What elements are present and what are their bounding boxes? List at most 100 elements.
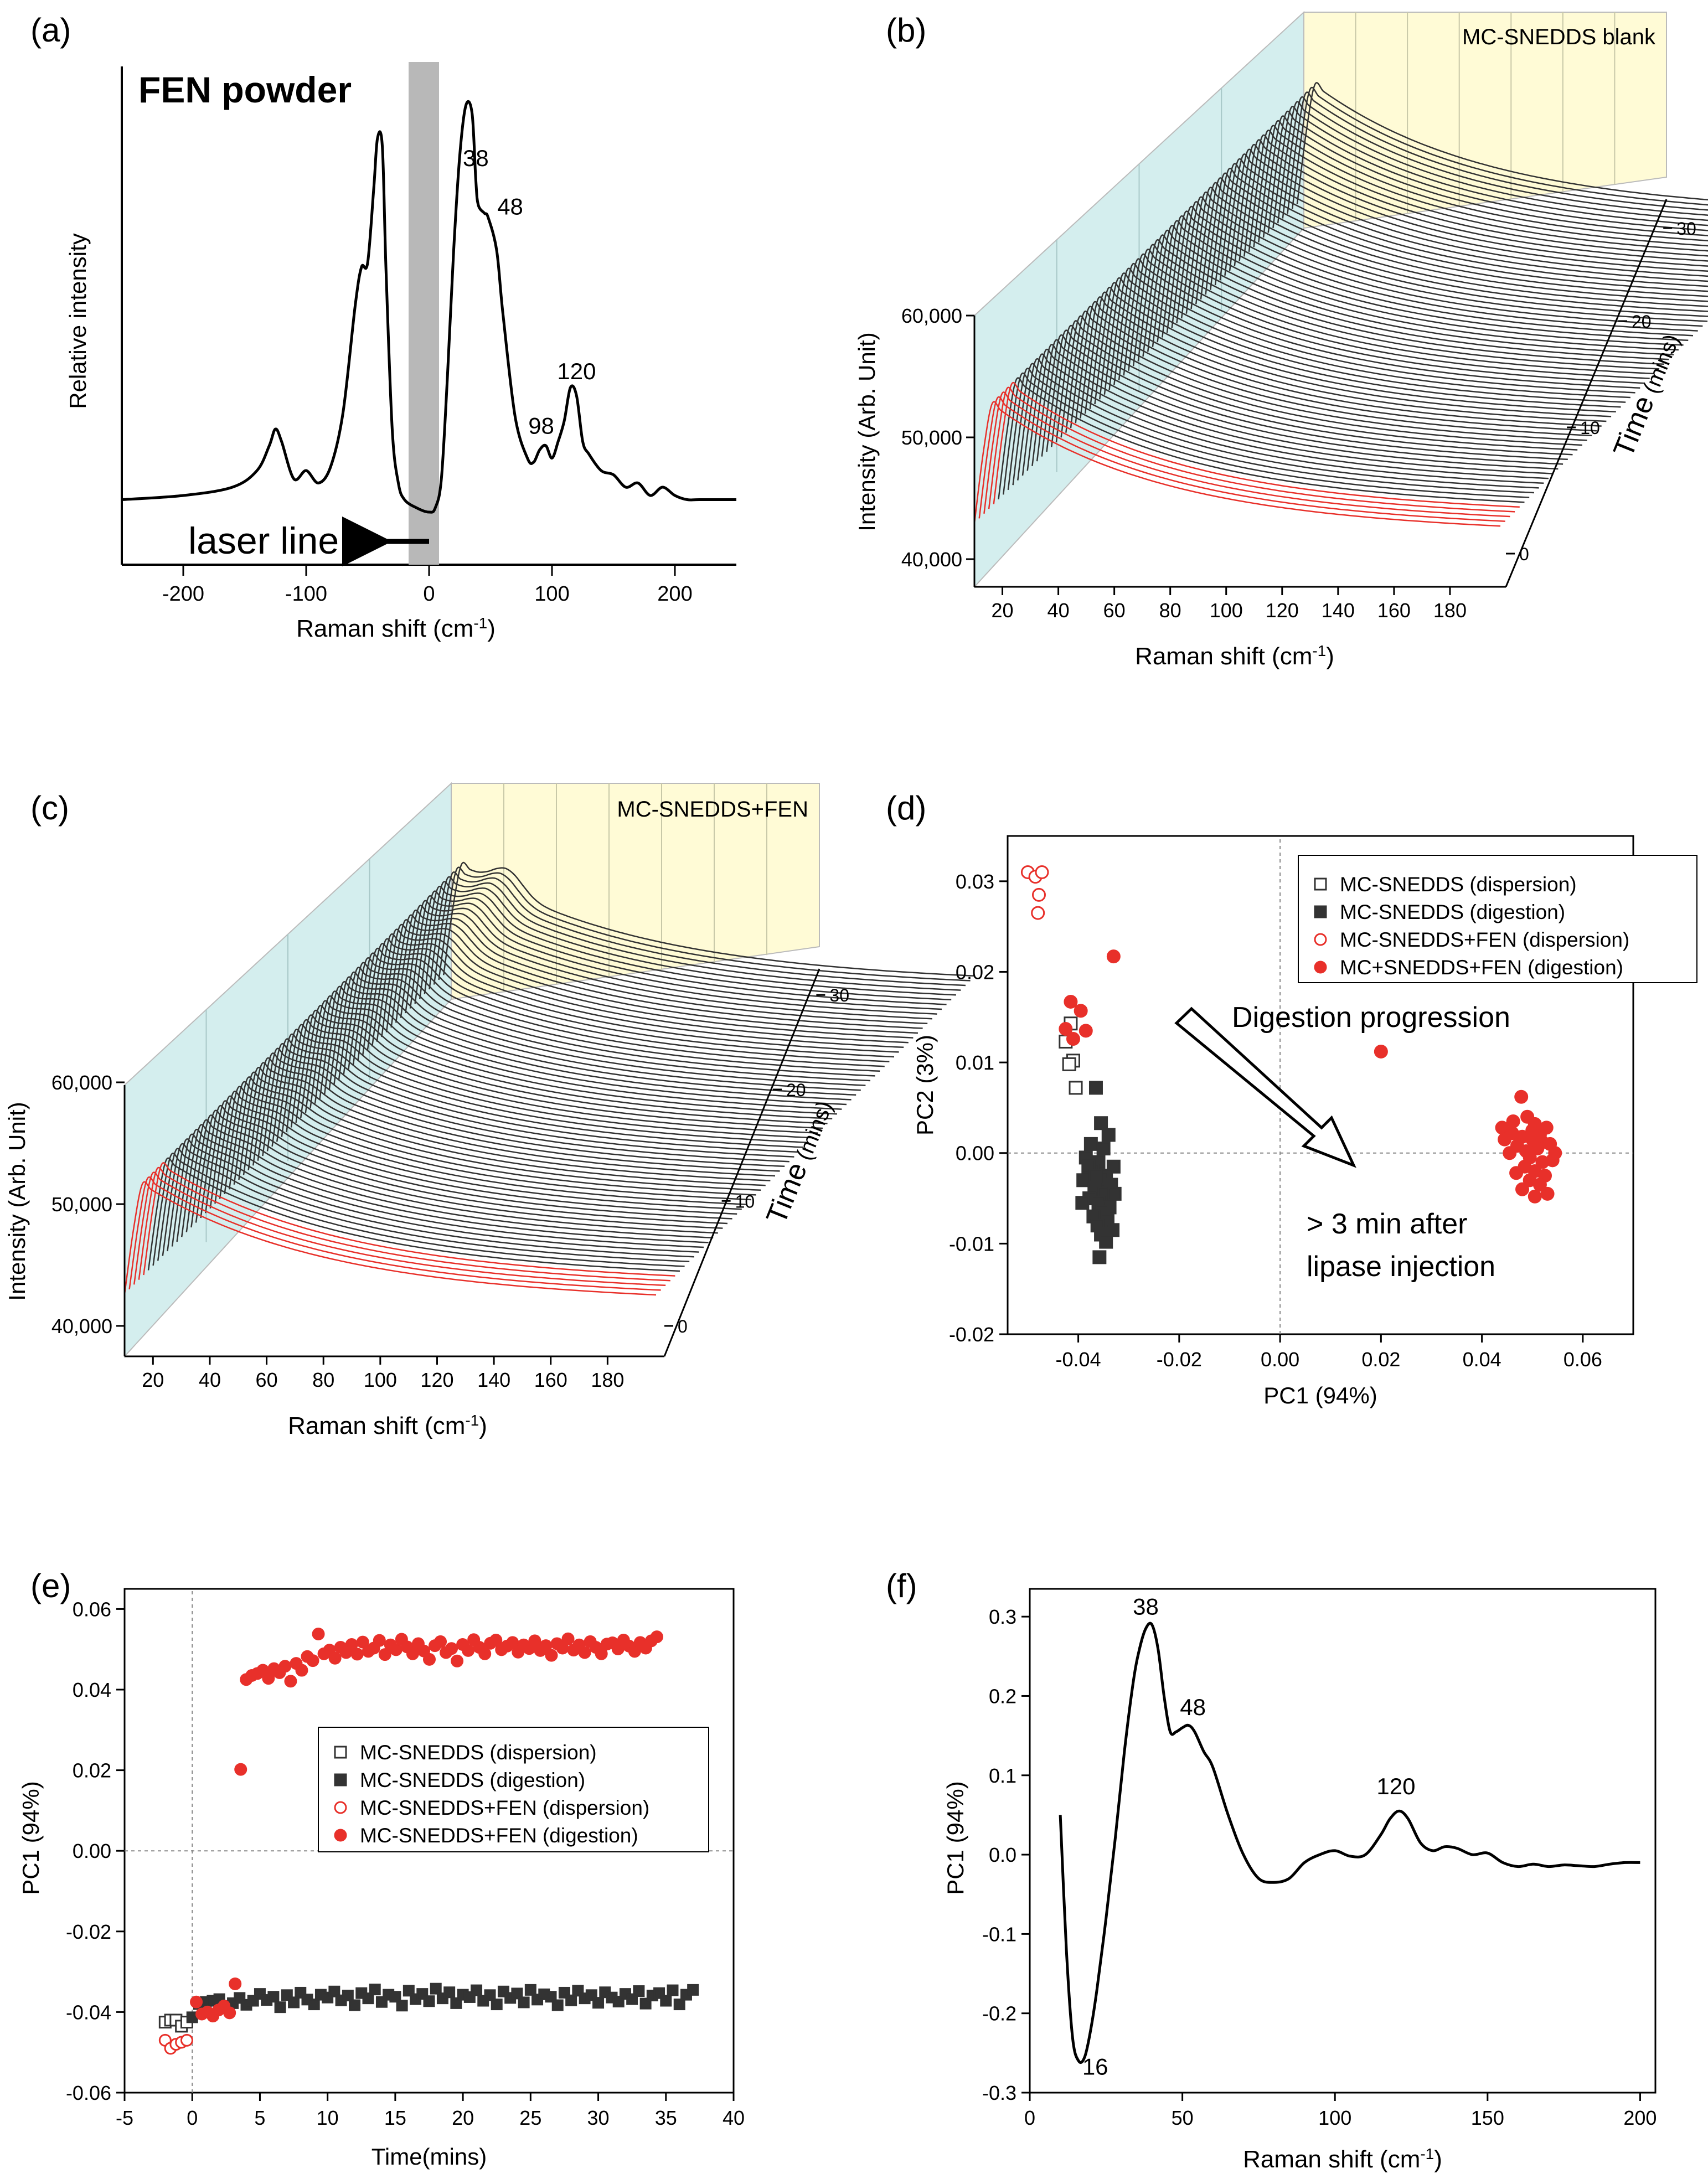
panel-b-curves: [973, 82, 1708, 527]
panel-f-ytick-label-1: -0.2: [982, 2002, 1016, 2025]
panel-b-curve-53: [1229, 148, 1708, 272]
panel-f-xtick-label-1: 50: [1172, 2106, 1194, 2129]
panel-c-xlabel: Raman shift (cm-1): [288, 1412, 487, 1440]
panel-d-point-s3-27: [1532, 1178, 1547, 1192]
panel-c-curve-51: [367, 938, 899, 1053]
panel-d-annotation-after: > 3 min after: [1307, 1208, 1467, 1240]
panel-b-curve-6: [1002, 372, 1530, 498]
panel-c-xtick-label-7: 160: [534, 1369, 567, 1391]
panel-b-curve-33: [1132, 244, 1660, 370]
panel-f-xtick-label-0: 0: [1024, 2106, 1035, 2129]
panel-e-legend-marker-0: [334, 1746, 347, 1759]
panel-d-ytick-label-4: 0.02: [956, 961, 994, 983]
panel-f-xtick-label-2: 100: [1318, 2106, 1351, 2129]
panel-b-curve-13: [1036, 339, 1563, 465]
panel-e-ticks: -5 0 5 10 15 20 25 30 35 40 -0.06 -0.04 -0.02 0.00 0.0…: [66, 1598, 745, 2129]
panel-e-gray-digestion-35: [423, 1995, 435, 2007]
panel-e-gray-digestion-50: [524, 1984, 536, 1996]
panel-f-ylabel: PC1 (94%): [942, 1781, 968, 1894]
panel-a: (a) FEN powder Relative intensity Raman …: [30, 12, 737, 643]
panel-e-red-digestion-67: [561, 1632, 575, 1645]
panel-e-ytick-label-5: 0.04: [73, 1679, 111, 1701]
panel-e-gray-digestion-12: [267, 1991, 280, 2003]
panel-c-curve-49: [357, 947, 890, 1062]
panel-d-legend-label-0: MC-SNEDDS (dispersion): [1340, 873, 1577, 896]
panel-e-red-digestion-70: [578, 1646, 591, 1659]
panel-d-point-s3-3: [1059, 1022, 1073, 1036]
panel-d-point-s1-27: [1107, 1186, 1122, 1201]
panel-a-peak-label-0: 38: [463, 145, 489, 171]
panel-b-xtick-label-7: 160: [1377, 599, 1411, 622]
panel-c-ytick-label-0: 40,000: [51, 1315, 112, 1338]
panel-d-point-s3-6: [1374, 1044, 1388, 1059]
panel-c-ztick-label-0: 0: [678, 1316, 688, 1336]
panel-e-gray-digestion-53: [545, 1991, 557, 2003]
panel-e-gray-digestion-56: [565, 1994, 577, 2006]
panel-d-xtick-label-0: -0.04: [1056, 1348, 1101, 1371]
panel-b: (b) 20 40 60 80 100 120 140 160 18040,00050,0006…: [854, 11, 1708, 670]
panel-e-gray-digestion-71: [667, 1984, 679, 1996]
panel-c-curve-33: [281, 1024, 813, 1139]
panel-c-ztick-label-2: 20: [786, 1080, 806, 1100]
panel-d-point-s1-0: [1088, 1081, 1103, 1095]
panel-b-curve-49: [1210, 167, 1708, 292]
panel-d-point-s1-22: [1106, 1223, 1120, 1237]
panel-c-ztick-label-3: 30: [829, 985, 849, 1005]
panel-a-xlabel: Raman shift (cm-1): [296, 615, 496, 643]
panel-c-curve-53: [376, 928, 909, 1044]
panel-b-xlabel: Raman shift (cm-1): [1135, 642, 1334, 670]
panel-e-legend-marker-3: [334, 1829, 347, 1842]
panel-c-curve-38: [305, 1000, 837, 1115]
panel-d-point-s3-29: [1528, 1189, 1542, 1204]
panel-c-curve-61: [414, 890, 947, 1005]
panel-c-curve-8: [162, 1143, 694, 1258]
panel-e-gray-digestion-27: [369, 1984, 381, 1996]
panel-b-ztick-label-3: 30: [1676, 219, 1696, 239]
panel-e-gray-digestion-45: [491, 1999, 503, 2011]
panel-e-red-digestion-30: [356, 1635, 369, 1649]
panel-e-red-digestion-0: [190, 1995, 203, 2009]
panel-e-legend-entries: MC-SNEDDS (dispersion) MC-SNEDDS (digesti…: [334, 1741, 649, 1847]
panel-a-title: FEN powder: [138, 69, 352, 110]
panel-d-point-s3-28: [1515, 1182, 1530, 1196]
panel-e-red-digestion-83: [650, 1630, 663, 1644]
panel-e-red-digestion-16: [278, 1660, 292, 1673]
panel-b-curve-43: [1180, 196, 1708, 322]
panel-e-xtick-label-6: 25: [519, 2106, 541, 2129]
panel-b-ztick-label-1: 10: [1580, 418, 1600, 438]
panel-a-xtick-label-0: -200: [162, 582, 204, 606]
panel-b-curve-29: [1113, 262, 1640, 389]
panel-b-curve-52: [1224, 153, 1708, 277]
panel-c-curve-60: [409, 895, 942, 1010]
panel-e-ytick-label-3: 0.00: [73, 1840, 111, 1862]
panel-e-xtick-label-8: 35: [655, 2106, 677, 2129]
panel-d-point-s3-4: [1079, 1024, 1093, 1038]
panel-e-gray-digestion-60: [592, 1997, 605, 2009]
panel-d-point-s3-35: [1525, 1132, 1540, 1147]
panel-f-xtick-label-3: 150: [1471, 2106, 1504, 2129]
panel-c-xtick-label-8: 180: [591, 1369, 624, 1391]
panel-c-curve-50: [362, 943, 895, 1058]
panel-e-gray-digestion-48: [511, 1987, 523, 2000]
panel-e-red-digestion-79: [628, 1645, 641, 1658]
panel-c-curve-5: [147, 1157, 680, 1272]
panel-d-point-s3-37: [1539, 1121, 1554, 1135]
panel-e-red-digestion-52: [478, 1647, 492, 1660]
panel-f-peak-label-0: 38: [1133, 1594, 1159, 1620]
panel-c-xtick-label-3: 80: [312, 1369, 334, 1391]
panel-b-curve-47: [1200, 177, 1708, 302]
panel-d-legend: [1298, 855, 1697, 983]
panel-b-curve-11: [1026, 348, 1554, 474]
panel-e-gray-digestion-36: [430, 1982, 442, 1995]
panel-d-ytick-label-2: 0.00: [956, 1142, 994, 1165]
panel-b-curve-4: [993, 381, 1520, 508]
panel-d-xlabel: PC1 (94%): [1263, 1382, 1377, 1408]
panel-c-curve-13: [185, 1119, 718, 1234]
panel-c-curve-3: [138, 1166, 670, 1282]
panel-b-curve-41: [1171, 205, 1698, 332]
panel-c-curve-17: [204, 1100, 737, 1215]
panel-b-xtick-label-3: 80: [1159, 599, 1181, 622]
panel-e-red-digestion-13: [262, 1672, 275, 1685]
panel-e-red-digestion-49: [462, 1644, 475, 1657]
panel-e-red-digestion-39: [406, 1647, 419, 1660]
